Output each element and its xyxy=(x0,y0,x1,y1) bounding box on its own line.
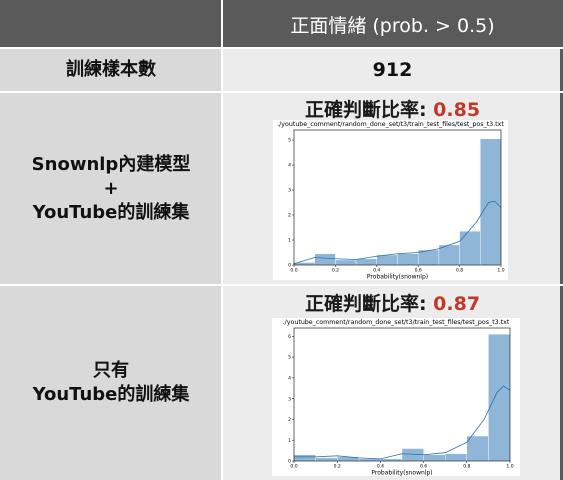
plot-frame xyxy=(293,129,502,266)
histogram-bar xyxy=(488,334,511,462)
y-tick-label: 0 xyxy=(288,263,291,269)
histogram-bar xyxy=(397,253,419,266)
histogram-plot-1: ./youtube_comment/random_done_set/t3/tra… xyxy=(273,120,508,280)
result-cell-youtube-only: 正確判斷比率: 0.87 ./youtube_comment/random_do… xyxy=(222,285,563,480)
histogram-plot-2: ./youtube_comment/random_done_set/t3/tra… xyxy=(272,318,520,476)
histogram-bar xyxy=(380,458,403,462)
accuracy-label: 正確判斷比率: xyxy=(304,293,434,315)
row-divider xyxy=(0,284,563,286)
row-label-training-samples: 訓練樣本數 xyxy=(0,48,222,92)
label-line: 只有 xyxy=(93,359,129,381)
histogram-chart-2: ./youtube_comment/random_done_set/t3/tra… xyxy=(283,319,514,477)
accuracy-value: 0.87 xyxy=(433,293,481,315)
x-axis-label: Probability(snownlp) xyxy=(371,470,432,477)
x-tick-label: 0.4 xyxy=(373,268,380,274)
chart-title: ./youtube_comment/random_done_set/t3/tra… xyxy=(277,121,504,128)
right-edge-divider xyxy=(560,0,563,480)
header-cell-positive-sentiment: 正面情緒 (prob. > 0.5) xyxy=(222,0,563,48)
x-axis-label: Probability(snownlp) xyxy=(367,274,428,281)
accuracy-title: 正確判斷比率: 0.85 xyxy=(222,95,563,122)
y-tick-label: 2 xyxy=(288,417,291,423)
histogram-bar xyxy=(423,454,446,462)
x-tick-label: 0.4 xyxy=(377,464,384,470)
kde-curve xyxy=(293,200,502,265)
row-divider xyxy=(0,91,563,93)
header-cell-empty xyxy=(0,0,222,48)
y-tick-label: 3 xyxy=(288,188,291,194)
row-label-snownlp-plus-youtube: Snownlp內建模型 + YouTube的訓練集 xyxy=(0,92,222,285)
accuracy-title: 正確判斷比率: 0.87 xyxy=(222,289,563,316)
x-tick-label: 0.8 xyxy=(456,268,463,274)
histogram-bar xyxy=(358,458,381,462)
histogram-bar xyxy=(315,457,338,462)
y-tick-label: 6 xyxy=(288,334,291,340)
histogram-bar xyxy=(444,453,467,462)
training-sample-count: 912 xyxy=(222,48,563,92)
y-tick-label: 3 xyxy=(288,396,291,402)
accuracy-label: 正確判斷比率: xyxy=(304,99,434,121)
row-divider xyxy=(0,47,563,49)
x-tick-label: 0.2 xyxy=(334,464,341,470)
histogram-bar xyxy=(376,254,398,266)
x-tick-label: 0.8 xyxy=(463,464,470,470)
label-line: YouTube的訓練集 xyxy=(32,201,190,223)
x-tick-label: 0.6 xyxy=(420,464,427,470)
result-cell-snownlp-plus-youtube: 正確判斷比率: 0.85 ./youtube_comment/random_do… xyxy=(222,92,563,285)
y-tick-label: 1 xyxy=(288,238,291,244)
label-line: + xyxy=(103,177,119,199)
x-tick-label: 1.0 xyxy=(497,268,504,274)
y-tick-label: 5 xyxy=(288,355,291,361)
label-line: YouTube的訓練集 xyxy=(32,383,190,405)
y-tick-label: 2 xyxy=(288,213,291,219)
label-line: Snownlp內建模型 xyxy=(31,153,191,175)
y-tick-label: 5 xyxy=(288,138,291,144)
histogram-bar xyxy=(466,435,489,462)
chart-title: ./youtube_comment/random_done_set/t3/tra… xyxy=(283,319,510,326)
accuracy-value: 0.85 xyxy=(433,99,481,121)
histogram-bar xyxy=(314,253,336,266)
histogram-bar xyxy=(459,231,481,266)
histogram-bar xyxy=(335,259,357,266)
y-tick-label: 4 xyxy=(288,375,291,381)
kde-curve xyxy=(294,385,511,460)
plot-frame xyxy=(293,327,511,462)
column-divider xyxy=(221,0,223,480)
x-tick-label: 0.0 xyxy=(290,464,297,470)
histogram-bar xyxy=(355,258,377,266)
histogram-bar xyxy=(293,454,316,462)
x-tick-label: 0.6 xyxy=(415,268,422,274)
row-label-youtube-only: 只有 YouTube的訓練集 xyxy=(0,285,222,480)
x-tick-label: 0.2 xyxy=(332,268,339,274)
x-tick-label: 0.0 xyxy=(290,268,297,274)
histogram-chart-1: ./youtube_comment/random_done_set/t3/tra… xyxy=(277,121,505,281)
y-tick-label: 1 xyxy=(288,438,291,444)
x-tick-label: 1.0 xyxy=(506,464,513,470)
y-tick-label: 0 xyxy=(288,459,291,465)
y-tick-label: 4 xyxy=(288,163,291,169)
